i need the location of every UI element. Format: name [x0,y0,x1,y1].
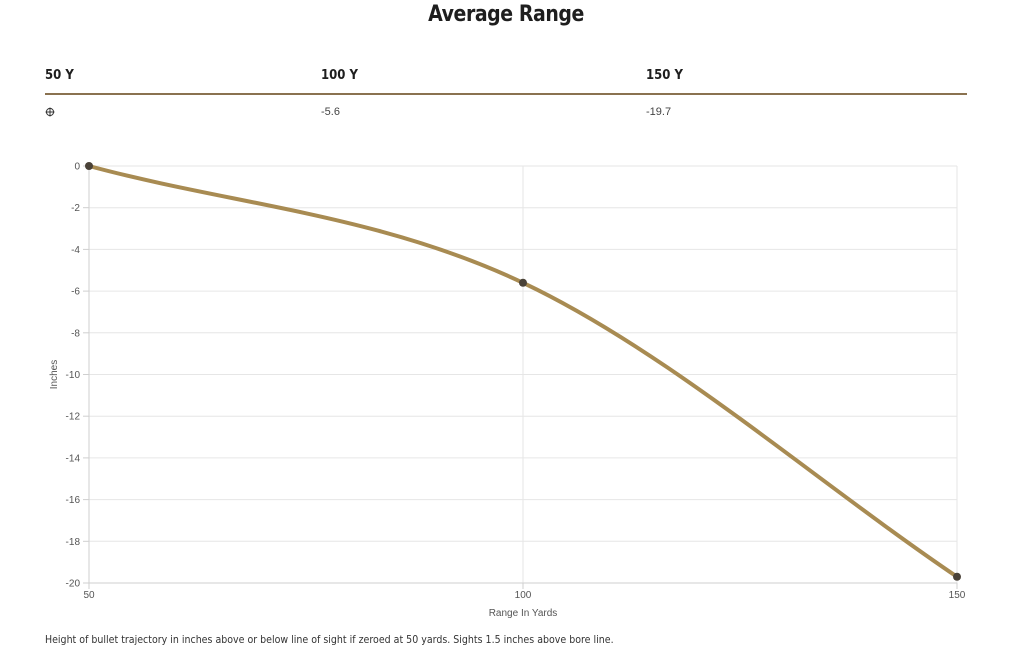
range-header-150: 150 Y [646,68,683,83]
range-table-values: -5.6 -19.7 [45,95,967,125]
range-header-100: 100 Y [321,68,358,83]
range-table-header: 50 Y 100 Y 150 Y [45,68,967,95]
chart-points [85,162,961,581]
x-tick-label: 50 [83,590,95,601]
range-value-100: -5.6 [321,106,340,118]
y-axis-title: Inches [49,360,60,389]
y-tick-label: -12 [66,412,81,423]
y-tick-label: -4 [71,245,80,256]
y-tick-label: -10 [66,370,81,381]
page-title: Average Range [428,2,584,27]
y-tick-label: -2 [71,203,80,214]
y-tick-label: -14 [66,453,81,464]
y-tick-label: -20 [66,579,81,590]
y-tick-label: -18 [66,537,81,548]
range-header-50: 50 Y [45,68,74,83]
range-table: 50 Y 100 Y 150 Y -5.6 -19.7 [45,68,967,125]
y-tick-label: -16 [66,495,81,506]
x-tick-label: 100 [515,590,532,601]
y-tick-label: -8 [71,328,80,339]
range-value-150: -19.7 [646,106,672,118]
crosshair-icon [45,107,55,117]
data-point [953,572,961,581]
y-tick-label: 0 [74,162,80,173]
chart-grid [88,165,958,584]
y-tick-label: -6 [71,287,80,298]
x-tick-label: 150 [949,590,966,601]
chart-caption: Height of bullet trajectory in inches ab… [45,633,614,646]
data-point [85,162,93,170]
data-point [519,278,527,287]
x-axis-title: Range In Yards [489,608,558,619]
